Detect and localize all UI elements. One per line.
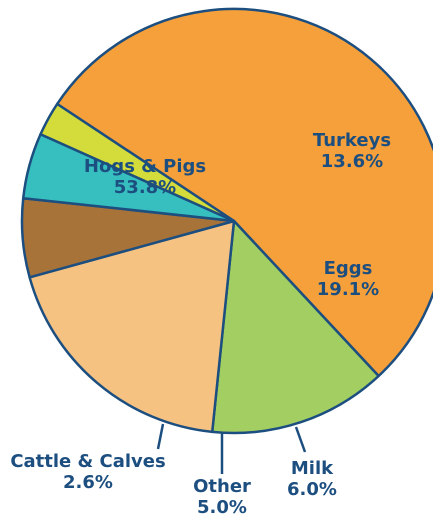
pie-slice-cattle-and-calves bbox=[39, 102, 236, 223]
slice-label-other: Other bbox=[193, 476, 251, 497]
slice-label-eggs: Eggs bbox=[324, 258, 373, 279]
slice-value-eggs: 19.1% bbox=[317, 279, 379, 300]
leader-lines bbox=[156, 423, 307, 474]
slice-value-cattle-and-calves: 2.6% bbox=[63, 472, 113, 493]
leader-line-cattle-and-calves bbox=[156, 423, 165, 450]
slice-label-cattle-and-calves: Cattle & Calves bbox=[10, 451, 165, 472]
slice-label-hogs-and-pigs: Hogs & Pigs bbox=[84, 156, 206, 177]
slice-label-turkeys: Turkeys bbox=[313, 130, 391, 151]
slice-value-hogs-and-pigs: 53.8% bbox=[114, 177, 176, 198]
slice-label-milk: Milk bbox=[291, 458, 334, 479]
pie-slices bbox=[20, 7, 433, 435]
leader-line-milk bbox=[294, 426, 307, 453]
pie-slice-hogs-and-pigs bbox=[55, 7, 433, 378]
slice-value-other: 5.0% bbox=[197, 497, 247, 518]
slice-value-milk: 6.0% bbox=[287, 479, 337, 500]
pie-slice-eggs bbox=[28, 219, 236, 434]
slice-value-turkeys: 13.6% bbox=[321, 151, 383, 172]
pie-slice-turkeys bbox=[210, 219, 380, 435]
